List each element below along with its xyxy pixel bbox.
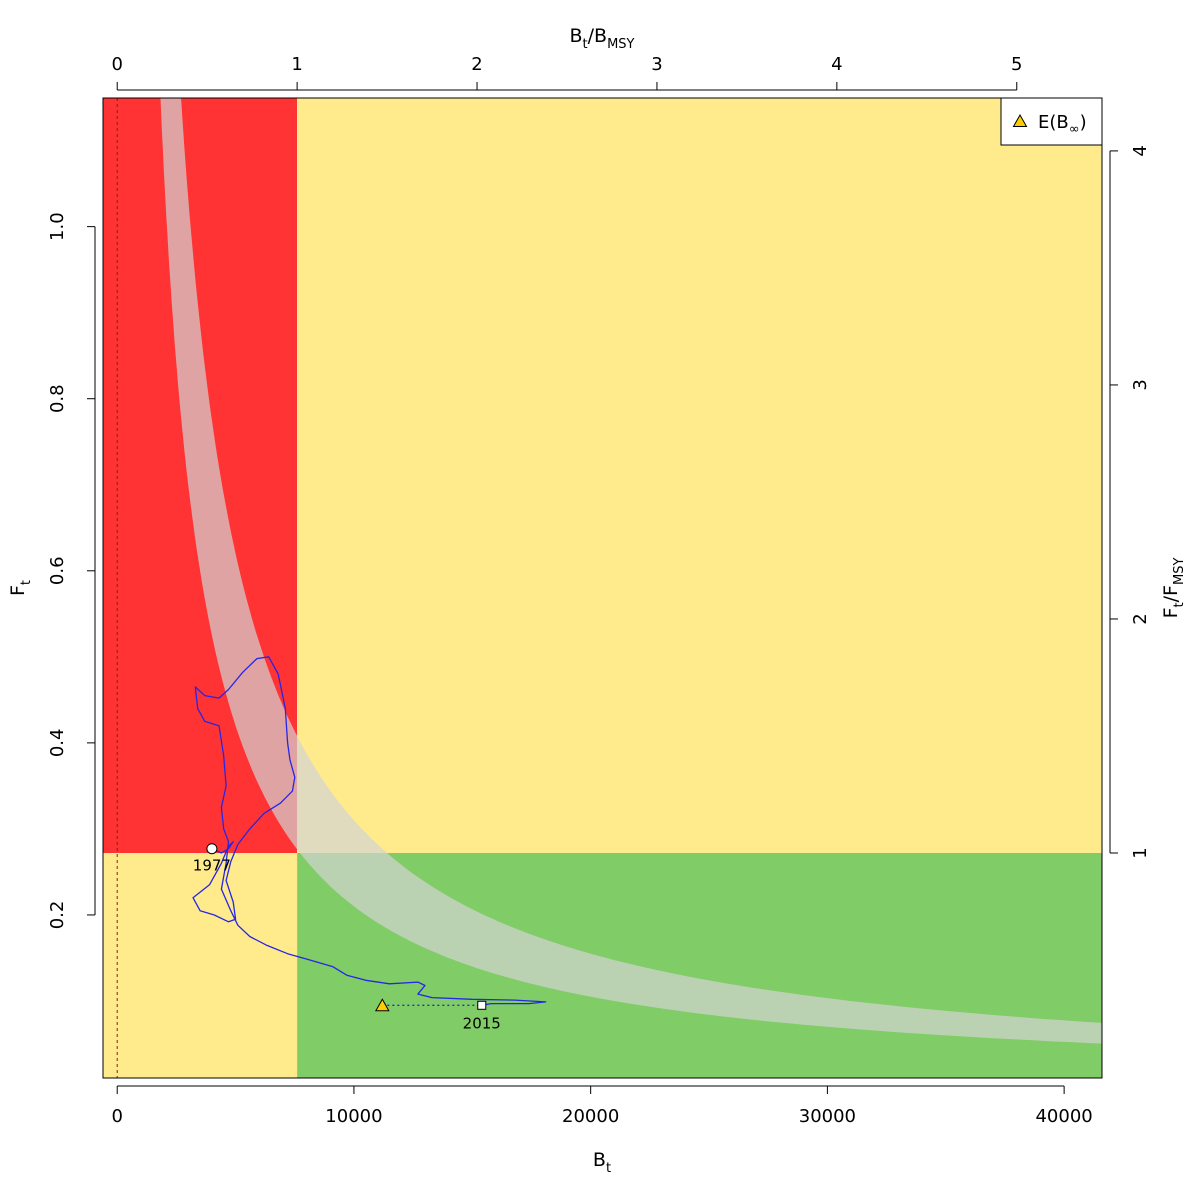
right-tick-label: 4 <box>1130 145 1151 156</box>
top-tick-label: 1 <box>291 54 302 75</box>
zone-caution-overfished <box>103 853 298 1078</box>
legend-triangle-icon <box>1012 113 1028 127</box>
right-axis-title: Ft/FMSY <box>1160 558 1187 619</box>
legend-label: E(B∞) <box>1038 112 1087 137</box>
y-tick-label: 0.4 <box>47 729 68 758</box>
top-tick-label: 5 <box>1011 54 1022 75</box>
top-tick-label: 4 <box>831 54 842 75</box>
start-point-marker <box>206 843 218 855</box>
top-axis-title: Bt/BMSY <box>569 25 634 52</box>
right-tick-label: 1 <box>1130 847 1151 858</box>
y-axis-title: Ft <box>7 580 34 596</box>
trajectory-line <box>192 656 547 1006</box>
legend: E(B∞) <box>1000 97 1103 146</box>
expected-equilibrium-marker <box>374 998 390 1012</box>
y-tick-label: 0.6 <box>47 556 68 585</box>
top-tick-label: 2 <box>471 54 482 75</box>
y-axis-left: 0.2 0.4 0.6 0.8 1.0 <box>47 212 96 930</box>
y-axis-right: 1 2 3 4 <box>1109 145 1151 859</box>
end-year-label: 2015 <box>463 1014 501 1032</box>
x-axis-title: Bt <box>593 1149 611 1176</box>
y-tick-label: 0.8 <box>47 384 68 413</box>
end-point-marker <box>477 1000 487 1010</box>
top-tick-label: 3 <box>651 54 662 75</box>
markers: 1977 2015 <box>193 843 501 1032</box>
y-tick-label: 1.0 <box>47 212 68 241</box>
x-tick-label: 40000 <box>1035 1106 1092 1127</box>
right-tick-label: 3 <box>1130 379 1151 390</box>
x-axis-bottom: 0 10000 20000 30000 40000 <box>111 1085 1093 1127</box>
y-tick-label: 0.2 <box>47 901 68 930</box>
right-tick-label: 2 <box>1130 613 1151 624</box>
x-tick-label: 30000 <box>799 1106 856 1127</box>
plot-frame <box>102 97 1103 1079</box>
x-tick-label: 10000 <box>325 1106 382 1127</box>
x-axis-top: 0 1 2 3 4 5 <box>111 54 1023 91</box>
x-tick-label: 0 <box>111 1106 122 1127</box>
x-tick-label: 20000 <box>562 1106 619 1127</box>
start-year-label: 1977 <box>193 857 231 875</box>
zone-caution-overfishing <box>297 98 1102 854</box>
top-tick-label: 0 <box>111 54 122 75</box>
